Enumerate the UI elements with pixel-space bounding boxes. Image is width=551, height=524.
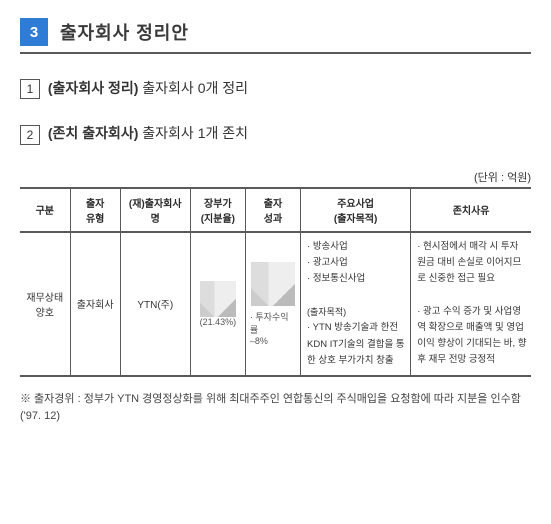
list-item: 광고 수익 증가 및 사업영역 확장으로 매출액 및 영업이익 향상이 기대되는…: [417, 304, 527, 369]
table-header-cell: 구분: [20, 188, 70, 232]
list-item: [417, 288, 527, 304]
table-header-cell: 존치사유: [411, 188, 531, 232]
subhead-1-bold: (출자회사 정리): [48, 80, 139, 96]
table-row: 재무상태 양호 출자회사 YTN(주) (21.43%) · 투자수익률 –8%…: [20, 232, 531, 376]
redacted-icon: [251, 262, 295, 306]
subhead-2-num: 2: [20, 125, 40, 145]
heading-underline: [20, 52, 531, 54]
subhead-2-rest: 출자회사 1개 존치: [138, 125, 248, 141]
list-item: (출자목적): [307, 305, 406, 320]
list-item: 현시점에서 매각 시 투자원금 대비 손실로 이어지므로 신중한 접근 필요: [417, 239, 527, 287]
table-header-cell: 출자 성과: [245, 188, 300, 232]
cell-business: 방송사업광고사업정보통신사업 (출자목적)YTN 방송기술과 한전KDN IT기…: [301, 232, 411, 376]
subhead-2-bold: (존치 출자회사): [48, 125, 139, 141]
table-header-cell: 장부가 (지분율): [190, 188, 245, 232]
footnote: ※ 출자경위 : 정부가 YTN 경영정상화를 위해 최대주주인 연합통신의 주…: [20, 391, 531, 426]
redacted-icon: [200, 281, 236, 317]
list-item: 정보통신사업: [307, 271, 406, 287]
table-header-cell: 출자 유형: [70, 188, 120, 232]
cell-type: 출자회사: [70, 232, 120, 376]
cell-company: YTN(주): [120, 232, 190, 376]
list-item: 방송사업: [307, 239, 406, 255]
list-item: 광고사업: [307, 255, 406, 271]
subhead-1: 1 (출자회사 정리) 출자회사 0개 정리: [20, 78, 531, 99]
heading-text: 출자회사 정리안: [60, 19, 189, 45]
cell-status: 재무상태 양호: [20, 232, 70, 376]
table-header-cell: 주요사업 (출자목적): [301, 188, 411, 232]
investment-table: 구분출자 유형(재)출자회사명장부가 (지분율)출자 성과주요사업 (출자목적)…: [20, 187, 531, 377]
cell-result-rate: · 투자수익률 –8%: [250, 306, 296, 346]
list-item: YTN 방송기술과 한전KDN IT기술의 결합을 통한 상호 부가가치 창출: [307, 320, 406, 368]
subhead-1-num: 1: [20, 79, 40, 99]
table-header-cell: (재)출자회사명: [120, 188, 190, 232]
subhead-2: 2 (존치 출자회사) 출자회사 1개 존치: [20, 123, 531, 144]
table-header-row: 구분출자 유형(재)출자회사명장부가 (지분율)출자 성과주요사업 (출자목적)…: [20, 188, 531, 232]
heading-number-box: 3: [20, 18, 48, 46]
subhead-1-rest: 출자회사 0개 정리: [138, 80, 248, 96]
cell-bookvalue-share: (21.43%): [195, 317, 241, 327]
cell-bookvalue: (21.43%): [190, 232, 245, 376]
unit-label: (단위 : 억원): [20, 169, 531, 185]
list-item: [307, 287, 406, 303]
cell-result: · 투자수익률 –8%: [245, 232, 300, 376]
section-heading: 3 출자회사 정리안: [20, 18, 531, 46]
cell-reason: 현시점에서 매각 시 투자원금 대비 손실로 이어지므로 신중한 접근 필요 광…: [411, 232, 531, 376]
